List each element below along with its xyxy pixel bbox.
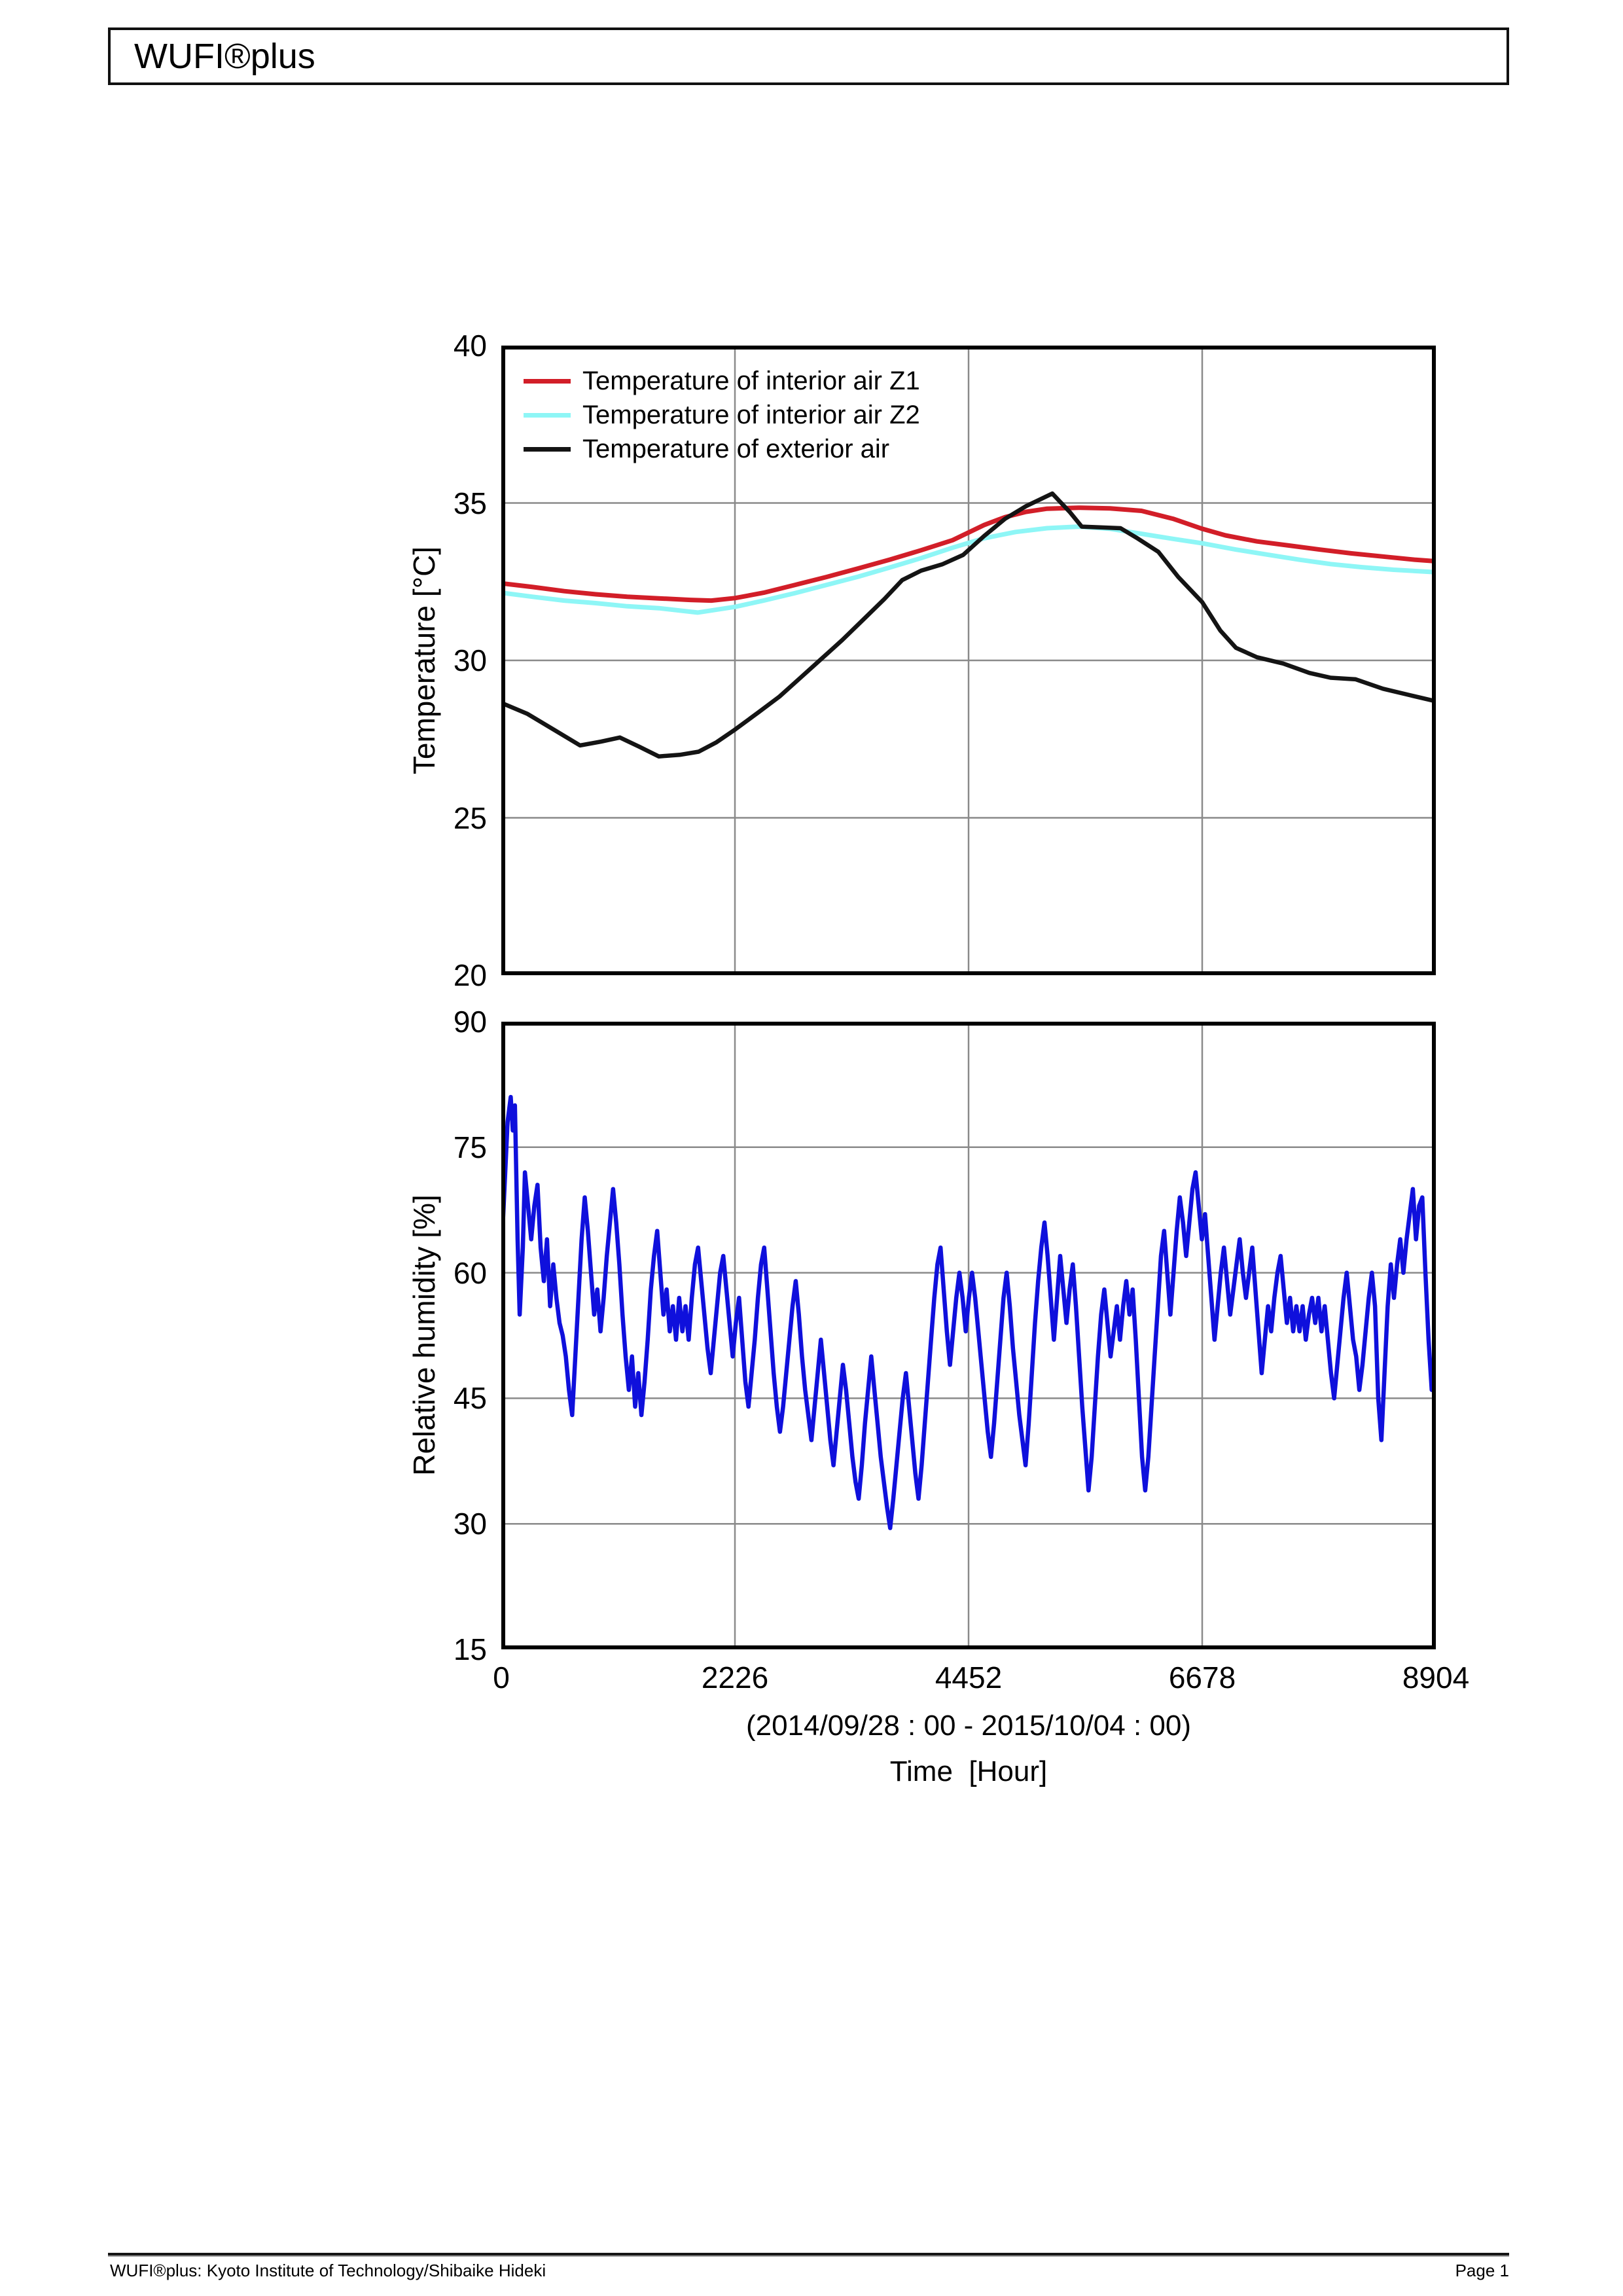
series-line — [501, 505, 1436, 603]
y-tick-label: 25 — [453, 800, 487, 835]
temperature-chart — [501, 346, 1436, 975]
legend-item: Temperature of interior air Z1 — [524, 364, 920, 398]
legend-label: Temperature of interior air Z1 — [582, 366, 920, 395]
y-tick-label: 15 — [453, 1632, 487, 1666]
y-tick-label: 30 — [453, 643, 487, 677]
y-tick-label: 35 — [453, 486, 487, 520]
series-line — [501, 491, 1436, 759]
series-line — [501, 524, 1436, 615]
legend-color-swatch — [524, 412, 571, 418]
x-tick-label: 2226 — [701, 1660, 769, 1695]
x-tick-label: 0 — [493, 1660, 510, 1695]
plot-border — [501, 346, 1436, 975]
date-range-caption: (2014/09/28 : 00 - 2015/10/04 : 00) — [745, 1710, 1192, 1742]
y-tick-label: 40 — [453, 329, 487, 363]
plot-border — [501, 1022, 1436, 1649]
y-tick-label: 45 — [453, 1381, 487, 1416]
y-tick-label: 75 — [453, 1130, 487, 1164]
y-tick-label: 30 — [453, 1507, 487, 1541]
x-tick-label: 8904 — [1402, 1660, 1470, 1695]
footer-page-number: Page 1 — [1455, 2261, 1509, 2280]
x-tick-label: 6678 — [1168, 1660, 1236, 1695]
y-tick-label: 90 — [453, 1005, 487, 1039]
y-tick-label: 60 — [453, 1255, 487, 1290]
page-title: WUFI®plus — [134, 37, 315, 76]
legend-label: Temperature of interior air Z2 — [582, 400, 920, 429]
footer-divider — [108, 2253, 1509, 2257]
x-axis-title: Time [Hour] — [889, 1755, 1048, 1787]
y-tick-label: 20 — [453, 958, 487, 992]
temperature-axis-title: Temperature [°C] — [407, 546, 441, 775]
x-tick-label: 4452 — [935, 1660, 1003, 1695]
humidity-chart — [501, 1022, 1436, 1649]
legend-item: Temperature of interior air Z2 — [524, 398, 920, 432]
footer-credit: WUFI®plus: Kyoto Institute of Technology… — [110, 2261, 546, 2280]
legend: Temperature of interior air Z1 Temperatur… — [524, 364, 920, 466]
header-box: WUFI®plus — [108, 27, 1509, 85]
legend-color-swatch — [524, 378, 571, 384]
legend-item: Temperature of exterior air — [524, 432, 920, 466]
legend-color-swatch — [524, 446, 571, 452]
series-line — [501, 1094, 1436, 1530]
legend-label: Temperature of exterior air — [582, 434, 890, 463]
humidity-axis-title: Relative humidity [%] — [407, 1194, 441, 1476]
